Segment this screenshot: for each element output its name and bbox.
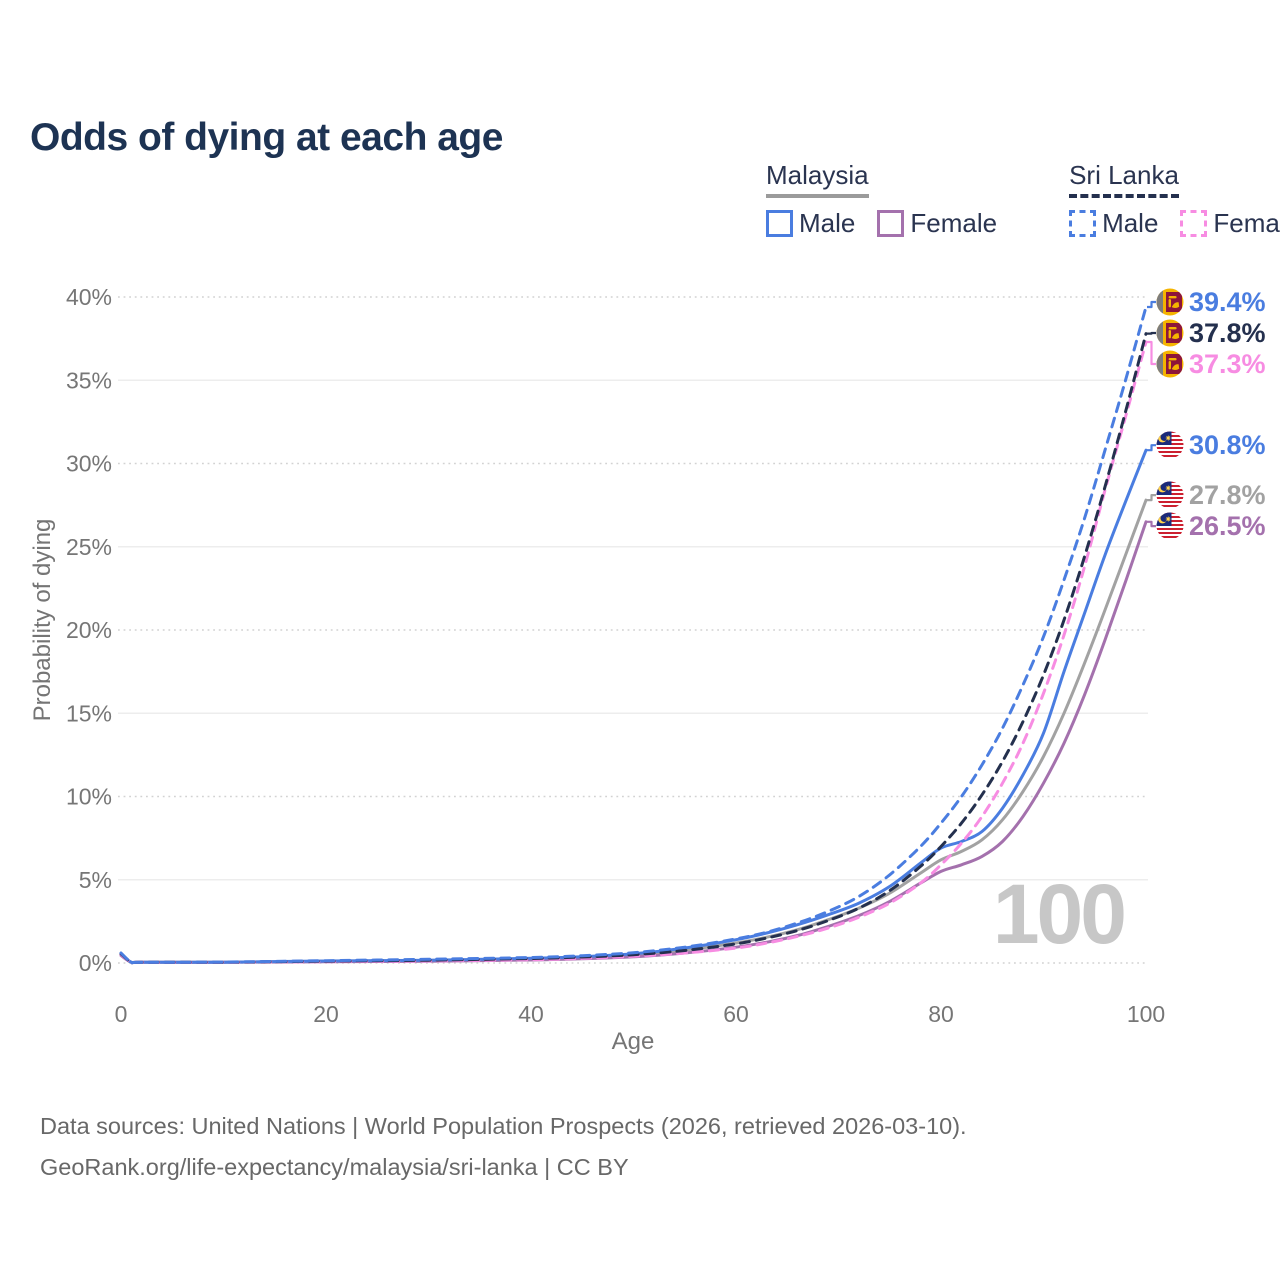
y-tick-label: 20% — [66, 617, 112, 643]
end-label-leader — [1147, 340, 1156, 366]
legend-swatch-malaysia-male-icon — [766, 210, 793, 237]
legend-item-malaysia-male[interactable]: Male — [766, 208, 855, 239]
x-tick-label: 100 — [1127, 1001, 1165, 1027]
end-label-leader — [1147, 444, 1156, 452]
x-tick-label: 0 — [115, 1001, 128, 1027]
x-axis-title: Age — [611, 1028, 655, 1055]
y-tick-label: 0% — [79, 950, 112, 976]
legend-item-label: Female — [910, 208, 998, 238]
legend-country-sri-lanka[interactable]: Sri Lanka — [1069, 160, 1179, 198]
legend-swatch-sri-lanka-female-icon — [1180, 210, 1208, 237]
y-tick-label: 25% — [66, 534, 112, 560]
end-label-leader — [1147, 331, 1156, 335]
legend-group-malaysia: Malaysia Male Female — [766, 160, 1011, 239]
hover-age-watermark: 100 — [992, 867, 1127, 961]
x-tick-label: 60 — [723, 1001, 749, 1027]
legend-row-malaysia: Male Female — [766, 208, 1011, 239]
end-label-leader — [1147, 494, 1156, 502]
y-tick-label: 15% — [66, 700, 112, 726]
y-tick-label: 5% — [79, 867, 112, 893]
legend-item-label: Female — [1213, 208, 1280, 238]
y-axis-title: Probability of dying — [29, 518, 56, 722]
series-line-sri-lanka-female — [119, 340, 1148, 965]
y-tick-label: 10% — [66, 784, 112, 810]
legend-country-malaysia[interactable]: Malaysia — [766, 160, 869, 198]
legend-item-label: Male — [1102, 208, 1159, 238]
legend-row-sri-lanka: Male Female — [1069, 208, 1280, 239]
y-tick-label: 35% — [66, 367, 112, 393]
legend-item-label: Male — [799, 208, 856, 238]
footer-data-sources: Data sources: United Nations | World Pop… — [40, 1113, 967, 1139]
legend-item-sri-lanka-male[interactable]: Male — [1069, 208, 1158, 239]
series-line-sri-lanka-male — [119, 305, 1148, 965]
legend-group-sri-lanka: Sri Lanka Male Female — [1069, 160, 1280, 239]
legend-swatch-sri-lanka-male-icon — [1069, 210, 1097, 237]
legend-item-malaysia-female[interactable]: Female — [877, 208, 997, 239]
footer: Data sources: United Nations | World Pop… — [40, 1106, 967, 1188]
page-title: Odds of dying at each age — [30, 116, 503, 160]
plot-area[interactable] — [118, 287, 1148, 965]
legend-swatch-malaysia-female-icon — [877, 210, 905, 237]
footer-attribution[interactable]: GeoRank.org/life-expectancy/malaysia/sri… — [40, 1154, 629, 1180]
x-tick-label: 80 — [928, 1001, 954, 1027]
x-tick-label: 40 — [518, 1001, 544, 1027]
legend: Malaysia Male Female Sri Lanka Male Fema… — [766, 160, 1280, 239]
y-tick-label: 30% — [66, 451, 112, 477]
y-tick-label: 40% — [66, 284, 112, 310]
end-label-leader — [1147, 520, 1156, 528]
legend-item-sri-lanka-female[interactable]: Female — [1180, 208, 1280, 239]
end-label-leader — [1147, 300, 1156, 309]
x-tick-label: 20 — [313, 1001, 339, 1027]
